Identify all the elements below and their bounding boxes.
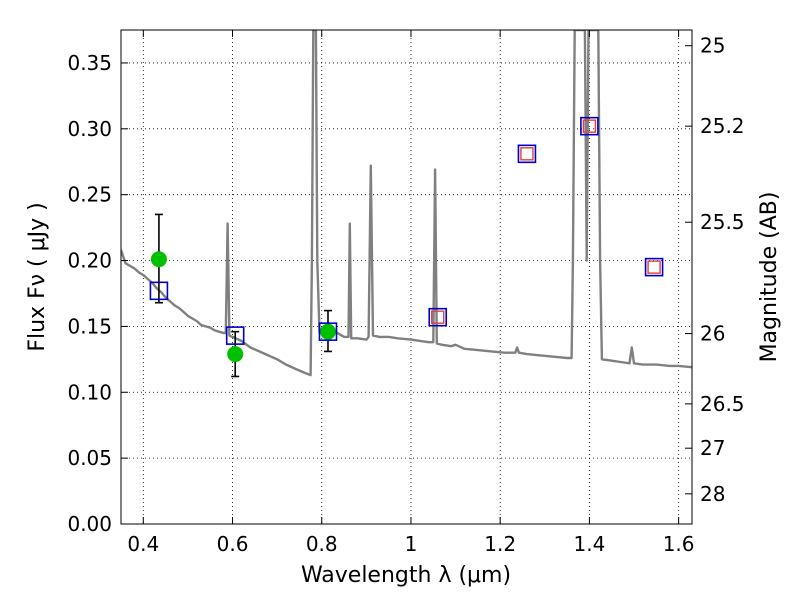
magnitude-tick-label: 25 xyxy=(700,34,725,58)
magnitude-axis-label: Magnitude (AB) xyxy=(757,192,782,363)
magnitude-tick-label: 25.5 xyxy=(700,210,745,234)
magnitude-axis-ticks: 25 25.2 25.5 26 26.5 27 28 xyxy=(685,34,745,506)
observed-point xyxy=(227,346,244,363)
y-tick-label: 0.10 xyxy=(67,380,112,404)
x-tick-label: 1.4 xyxy=(573,532,605,556)
x-axis-ticks: 0.4 0.6 0.8 1 1.2 1.4 1.6 xyxy=(127,30,695,556)
x-tick-label: 1 xyxy=(405,532,418,556)
magnitude-tick-label: 26 xyxy=(700,322,725,346)
model-point-inner xyxy=(431,310,445,324)
magnitude-tick-label: 27 xyxy=(700,436,725,460)
model-point-inner xyxy=(582,119,597,133)
model-point xyxy=(225,326,245,345)
data-layer xyxy=(121,30,692,377)
x-tick-label: 0.4 xyxy=(127,532,159,556)
y-tick-label: 0.30 xyxy=(67,117,112,141)
y-tick-label: 0.35 xyxy=(67,51,112,75)
observed-point xyxy=(319,323,336,340)
magnitude-tick-label: 25.2 xyxy=(700,114,745,138)
y-axis-label: Flux Fν ( μJy ) xyxy=(25,202,50,351)
model-point xyxy=(517,144,537,164)
plot-background xyxy=(121,30,692,524)
spectrum-line xyxy=(121,30,692,377)
x-tick-label: 1.6 xyxy=(663,532,695,556)
x-axis-label: Wavelength λ (μm) xyxy=(301,563,511,588)
observed-point xyxy=(150,251,167,268)
marker-layer xyxy=(149,116,664,378)
y-tick-label: 0.05 xyxy=(67,446,112,470)
model-point xyxy=(644,257,664,277)
y-axis-ticks: 0.00 0.05 0.10 0.15 0.20 0.25 0.30 0.35 xyxy=(67,51,128,536)
y-tick-label: 0.00 xyxy=(67,512,112,536)
magnitude-tick-label: 26.5 xyxy=(700,392,745,416)
model-point-inner xyxy=(520,147,534,161)
y-tick-label: 0.15 xyxy=(67,314,112,338)
model-point xyxy=(149,281,169,301)
y-tick-label: 0.25 xyxy=(67,183,112,207)
x-tick-label: 1.2 xyxy=(484,532,516,556)
model-point xyxy=(580,116,599,136)
x-tick-label: 0.6 xyxy=(217,532,249,556)
plot-frame xyxy=(120,29,693,525)
magnitude-tick-label: 28 xyxy=(700,482,725,506)
model-point-inner xyxy=(647,260,661,274)
model-point xyxy=(428,307,448,327)
y-tick-label: 0.20 xyxy=(67,249,112,273)
x-tick-label: 0.8 xyxy=(306,532,338,556)
model-point xyxy=(318,322,338,341)
